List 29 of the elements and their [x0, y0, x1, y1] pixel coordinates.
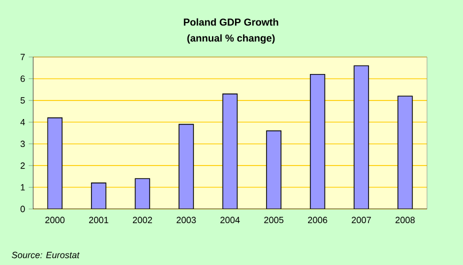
x-tick-label: 2008 [396, 216, 415, 224]
x-tick-label: 2000 [45, 216, 65, 224]
x-tick-label: 2005 [264, 216, 284, 224]
x-tick-label: 2003 [176, 216, 196, 224]
y-tick-label: 6 [20, 76, 25, 82]
bar [47, 117, 63, 209]
bar [134, 178, 150, 209]
x-tick-label: 2002 [132, 216, 152, 224]
chart-subtitle: (annual % change) [187, 34, 275, 44]
x-tick-label: 2001 [89, 216, 108, 224]
y-tick-label: 3 [20, 140, 25, 148]
bar [222, 94, 238, 209]
y-tick-label: 4 [20, 119, 25, 126]
y-tick-label: 5 [20, 97, 25, 104]
x-tick-label: 2007 [352, 216, 371, 224]
bar [310, 74, 326, 209]
bar [354, 65, 369, 209]
bar [178, 124, 194, 209]
y-tick-label: 0 [20, 206, 25, 212]
y-tick-label: 7 [20, 54, 25, 60]
x-tick-label: 2006 [308, 216, 328, 224]
bar [266, 130, 282, 209]
x-tick-label: 2004 [220, 216, 240, 224]
chart-title: Poland GDP Growth [184, 18, 278, 26]
bar [397, 96, 413, 209]
y-tick-label: 1 [20, 184, 25, 190]
y-tick-label: 2 [20, 162, 25, 169]
text: Source: Eurostat [12, 252, 80, 258]
bar [91, 182, 106, 209]
